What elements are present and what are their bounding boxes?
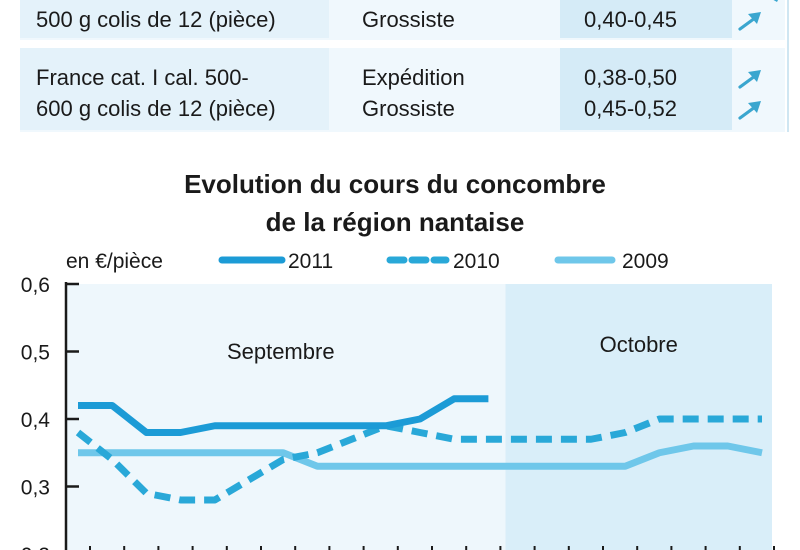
price-text: 0,38-0,50 [584, 65, 677, 90]
legend: en €/pièce 2011 2010 2009 [66, 250, 669, 273]
price-text: 0,40-0,45 [584, 7, 677, 32]
trend-up-arrow-icon [738, 101, 761, 120]
period-band [505, 284, 772, 550]
series-line-2010 [75, 415, 762, 504]
table-edge [787, 0, 789, 132]
trend-up-arrow-icon [738, 70, 761, 89]
y-axis-label: en €/pièce [66, 250, 163, 273]
price-text: 0,45-0,52 [584, 96, 677, 121]
series-line-2011 [78, 395, 489, 436]
y-tick-label: 0,3 [21, 477, 50, 500]
series-line-2009 [78, 442, 763, 470]
product-cell: France cat. I cal. 500- 600 g colis de 1… [20, 48, 329, 130]
table-divider [20, 40, 785, 48]
legend-label-2009: 2009 [622, 250, 669, 273]
period-band-labels: Septembre Octobre [227, 332, 678, 364]
product-text: France cat. I cal. 500- [36, 65, 249, 90]
series-lines [75, 395, 763, 504]
stage-text: Grossiste [362, 7, 455, 32]
stage-text: Grossiste [362, 96, 455, 121]
y-tick-label: 0,5 [21, 342, 50, 365]
period-band-label: Septembre [227, 339, 335, 364]
y-tick-label: 0,4 [21, 409, 51, 432]
product-cell: 500 g colis de 12 (pièce) [20, 0, 329, 38]
product-text: 500 g colis de 12 (pièce) [36, 7, 276, 32]
y-tick-label: 0,6 [21, 274, 50, 297]
price-cell: 0,40-0,45 [560, 0, 732, 38]
axes: 0,2 0,3 0,4 0,5 0,6 [21, 274, 775, 550]
chart-title-line-1: Evolution du cours du concombre [184, 169, 606, 199]
stage-text: Expédition [362, 65, 465, 90]
stage-cell: Expédition Grossiste [362, 62, 465, 124]
legend-label-2011: 2011 [288, 250, 333, 273]
period-band [66, 284, 506, 550]
period-band-label: Octobre [600, 332, 678, 357]
price-cell: 0,38-0,50 0,45-0,52 [560, 48, 732, 130]
chart-title-line-2: de la région nantaise [265, 207, 525, 237]
stage-cell: Grossiste [362, 4, 455, 35]
product-text: 600 g colis de 12 (pièce) [36, 96, 276, 121]
trend-cell [735, 4, 775, 35]
trend-cell [735, 62, 775, 124]
price-table: 500 g colis de 12 (pièce) Grossiste 0,40… [20, 0, 789, 132]
period-bands [66, 284, 772, 550]
trend-up-arrow-icon [738, 12, 761, 31]
y-tick-label: 0,2 [21, 544, 50, 550]
legend-label-2010: 2010 [453, 250, 500, 273]
trend-up-arrow-icon [773, 0, 778, 2]
